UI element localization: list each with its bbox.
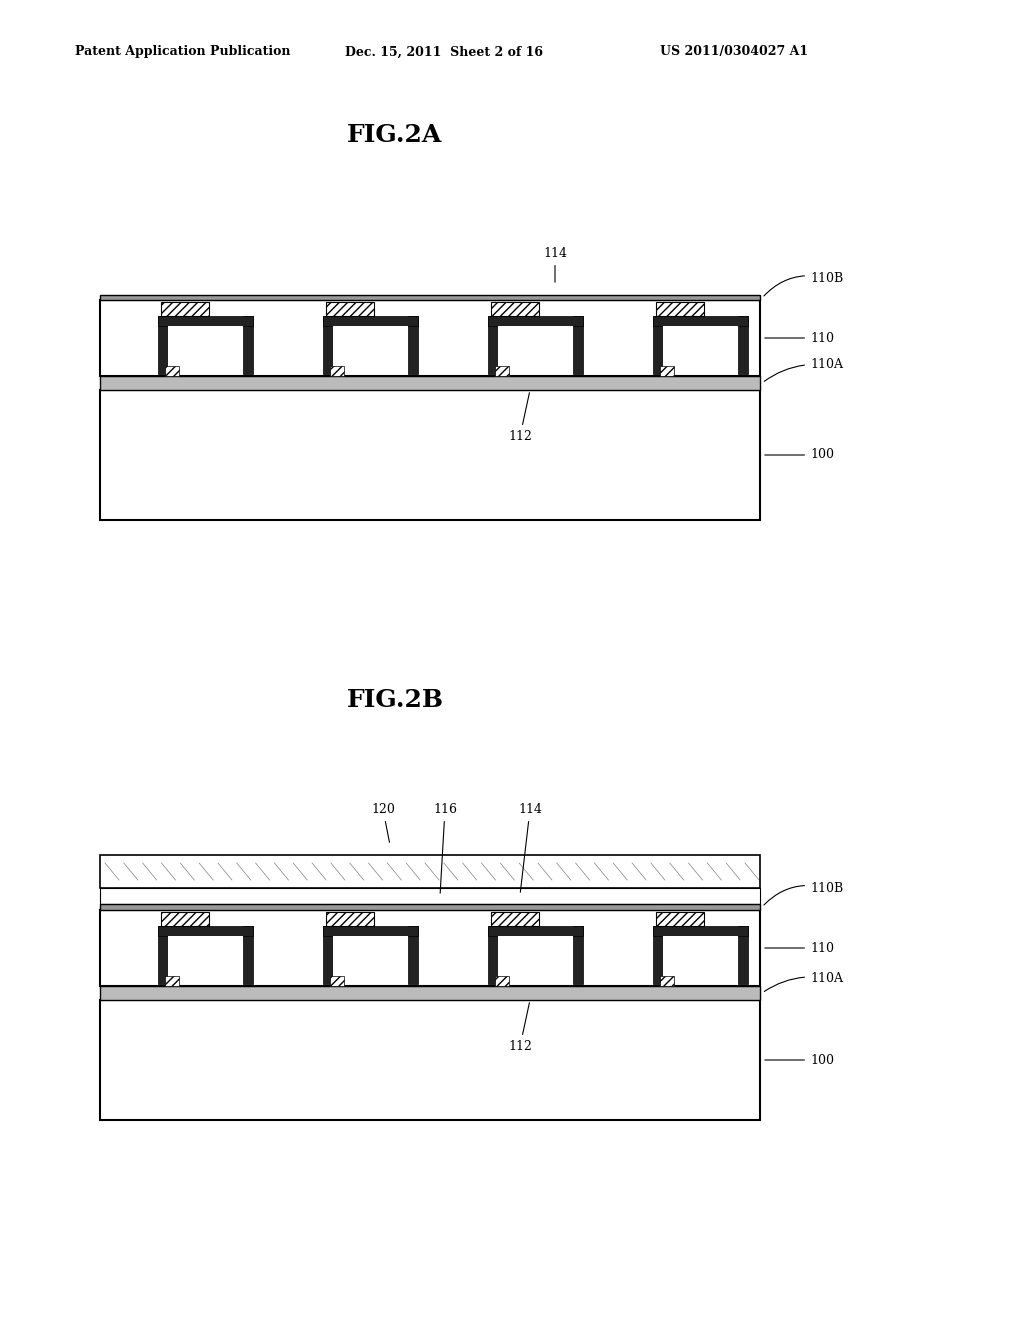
Bar bbox=[158, 315, 168, 374]
Text: 112: 112 bbox=[508, 393, 531, 444]
Bar bbox=[100, 300, 760, 376]
Text: 110: 110 bbox=[765, 331, 834, 345]
Text: 100: 100 bbox=[765, 1053, 834, 1067]
Bar bbox=[158, 927, 253, 936]
Bar bbox=[498, 936, 572, 983]
Text: 120: 120 bbox=[371, 803, 395, 842]
Bar bbox=[330, 366, 344, 376]
Bar bbox=[495, 975, 509, 986]
Bar bbox=[323, 927, 418, 936]
Text: 110B: 110B bbox=[764, 272, 843, 296]
Bar bbox=[737, 315, 748, 374]
Text: Dec. 15, 2011  Sheet 2 of 16: Dec. 15, 2011 Sheet 2 of 16 bbox=[345, 45, 543, 58]
Bar bbox=[487, 927, 583, 936]
Text: 114: 114 bbox=[543, 247, 567, 282]
Bar bbox=[652, 315, 663, 374]
Bar bbox=[655, 912, 703, 927]
Text: 110A: 110A bbox=[764, 972, 843, 991]
Bar bbox=[652, 927, 663, 983]
Bar bbox=[663, 326, 737, 374]
Bar bbox=[100, 389, 760, 520]
Bar bbox=[408, 315, 418, 374]
Bar bbox=[333, 326, 408, 374]
Bar bbox=[323, 315, 418, 326]
Bar bbox=[652, 315, 748, 326]
Text: US 2011/0304027 A1: US 2011/0304027 A1 bbox=[660, 45, 808, 58]
Bar bbox=[100, 376, 760, 389]
Bar bbox=[737, 927, 748, 983]
Bar bbox=[323, 927, 333, 983]
Bar bbox=[655, 302, 703, 315]
Text: 100: 100 bbox=[765, 449, 834, 462]
Bar bbox=[652, 927, 748, 936]
Bar bbox=[330, 975, 344, 986]
Bar bbox=[100, 909, 760, 986]
Bar bbox=[487, 927, 498, 983]
Bar bbox=[243, 927, 253, 983]
Bar bbox=[165, 366, 179, 376]
Text: Patent Application Publication: Patent Application Publication bbox=[75, 45, 291, 58]
Bar bbox=[100, 294, 760, 300]
Bar bbox=[490, 912, 539, 927]
Bar bbox=[408, 927, 418, 983]
Bar bbox=[572, 315, 583, 374]
Text: 112: 112 bbox=[508, 1003, 531, 1053]
Bar bbox=[165, 975, 179, 986]
Bar bbox=[158, 927, 168, 983]
Bar bbox=[100, 855, 760, 888]
Bar bbox=[100, 888, 760, 904]
Bar bbox=[572, 927, 583, 983]
Text: 114: 114 bbox=[518, 803, 542, 892]
Text: FIG.2A: FIG.2A bbox=[347, 123, 442, 147]
Bar bbox=[487, 315, 583, 326]
Bar bbox=[490, 302, 539, 315]
Bar bbox=[663, 936, 737, 983]
Bar bbox=[100, 986, 760, 1001]
Text: 110: 110 bbox=[765, 941, 834, 954]
Bar bbox=[161, 302, 209, 315]
Bar bbox=[158, 315, 253, 326]
Bar bbox=[659, 975, 674, 986]
Bar bbox=[326, 302, 374, 315]
Text: FIG.2B: FIG.2B bbox=[346, 688, 443, 711]
Bar bbox=[326, 912, 374, 927]
Bar bbox=[161, 912, 209, 927]
Bar bbox=[100, 1001, 760, 1119]
Bar bbox=[323, 315, 333, 374]
Bar bbox=[498, 326, 572, 374]
Bar bbox=[168, 936, 243, 983]
Bar bbox=[495, 366, 509, 376]
Bar bbox=[100, 904, 760, 909]
Text: 116: 116 bbox=[433, 803, 457, 894]
Text: 110B: 110B bbox=[764, 882, 843, 906]
Bar bbox=[659, 366, 674, 376]
Text: 110A: 110A bbox=[764, 359, 843, 381]
Bar bbox=[487, 315, 498, 374]
Bar bbox=[168, 326, 243, 374]
Bar bbox=[243, 315, 253, 374]
Bar bbox=[333, 936, 408, 983]
